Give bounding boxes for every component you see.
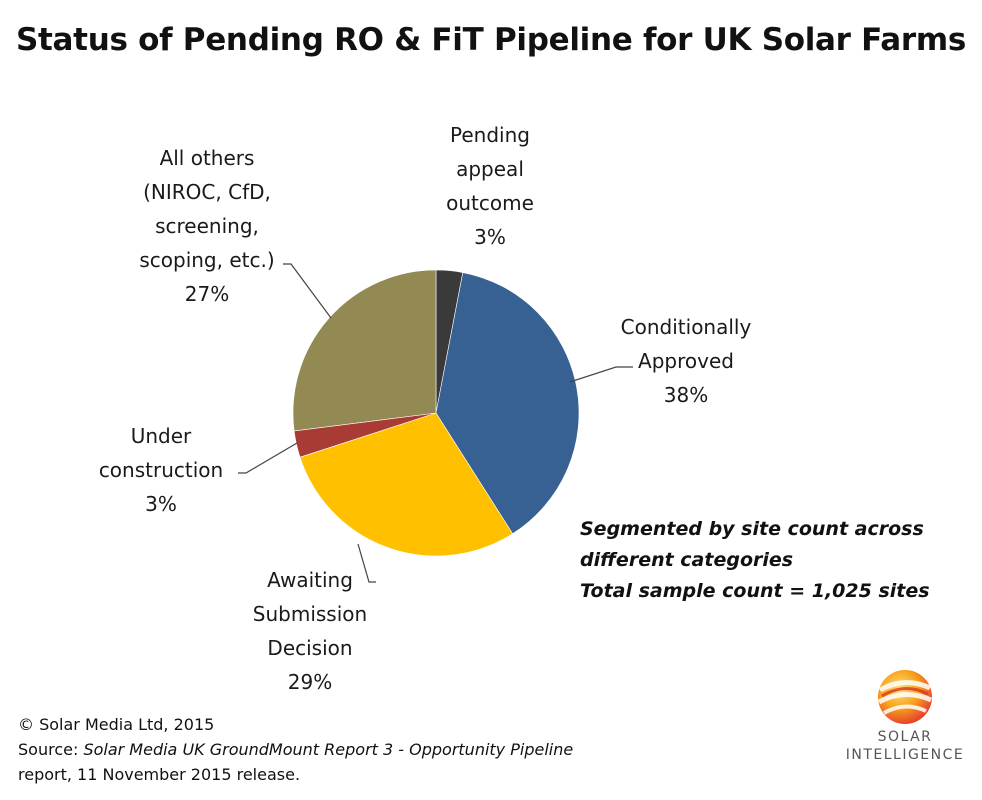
pie-slice-4: [292, 269, 437, 432]
slice-label-2-line-1: Submission: [253, 602, 367, 626]
pie-slice-2: [299, 412, 514, 557]
slice-label-2-line-3: 29%: [288, 670, 332, 694]
slice-label-4-line-3: scoping, etc.): [139, 248, 274, 272]
chart-note: Segmented by site count across different…: [580, 514, 930, 607]
note-line-1: Segmented by site count across: [580, 518, 924, 540]
leader-line-3: [238, 442, 298, 474]
pie-slice-1: [435, 272, 580, 535]
slice-label-0-line-2: outcome: [446, 191, 534, 215]
slice-label-4-line-0: All others: [160, 146, 255, 170]
slice-label-4-line-1: (NIROC, CfD,: [143, 180, 271, 204]
solar-intelligence-logo: SOLAR INTELLIGENCE: [830, 666, 980, 764]
slice-label-0-line-0: Pending: [450, 123, 530, 147]
slice-label-3-line-0: Under: [131, 424, 192, 448]
note-line-3: Total sample count = 1,025 sites: [580, 580, 930, 602]
source-line: Source: Solar Media UK GroundMount Repor…: [18, 737, 573, 762]
leader-line-4: [283, 263, 332, 319]
slice-label-3-line-1: construction: [99, 458, 223, 482]
slice-label-0-line-3: 3%: [474, 225, 506, 249]
slice-label-4-line-4: 27%: [185, 282, 229, 306]
slice-label-3-line-2: 3%: [145, 492, 177, 516]
slice-label-2-line-0: Awaiting: [267, 568, 353, 592]
leader-line-2: [357, 543, 376, 583]
source-prefix: Source:: [18, 740, 84, 759]
source-title: Solar Media UK GroundMount Report 3 - Op…: [83, 740, 574, 759]
note-line-2: different categories: [580, 549, 794, 571]
solar-sphere-icon: [877, 670, 933, 724]
leader-line-1: [569, 366, 633, 383]
slice-label-0-line-1: appeal: [456, 157, 524, 181]
footer: © Solar Media Ltd, 2015 Source: Solar Me…: [18, 712, 573, 787]
logo-line-1: SOLAR: [877, 729, 933, 745]
slice-label-1-line-0: Conditionally: [621, 315, 752, 339]
slice-label-1-line-1: Approved: [638, 349, 734, 373]
slice-label-2-line-2: Decision: [267, 636, 352, 660]
logo-line-2: INTELLIGENCE: [845, 747, 965, 763]
slice-label-1-line-2: 38%: [664, 383, 708, 407]
source-suffix: report, 11 November 2015 release.: [18, 765, 301, 784]
copyright-text: © Solar Media Ltd, 2015: [18, 715, 215, 734]
slice-label-4-line-2: screening,: [155, 214, 259, 238]
chart-title: Status of Pending RO & FiT Pipeline for …: [16, 22, 966, 58]
